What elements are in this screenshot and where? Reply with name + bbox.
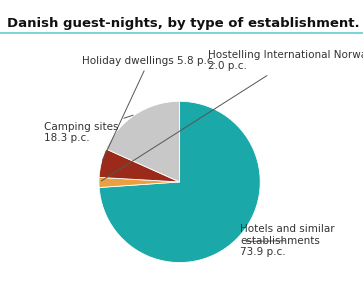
Wedge shape <box>99 101 260 262</box>
Text: Hotels and similar
establishments
73.9 p.c.: Hotels and similar establishments 73.9 p… <box>240 224 335 257</box>
Text: Hostelling International Norway
2.0 p.c.: Hostelling International Norway 2.0 p.c. <box>101 50 363 181</box>
Text: Camping sites
18.3 p.c.: Camping sites 18.3 p.c. <box>44 115 133 143</box>
Text: Holiday dwellings 5.8 p.c.: Holiday dwellings 5.8 p.c. <box>82 56 216 160</box>
Wedge shape <box>99 149 180 182</box>
Wedge shape <box>106 101 180 182</box>
Text: Danish guest-nights, by type of establishment. 2002: Danish guest-nights, by type of establis… <box>7 17 363 31</box>
Wedge shape <box>99 178 180 187</box>
